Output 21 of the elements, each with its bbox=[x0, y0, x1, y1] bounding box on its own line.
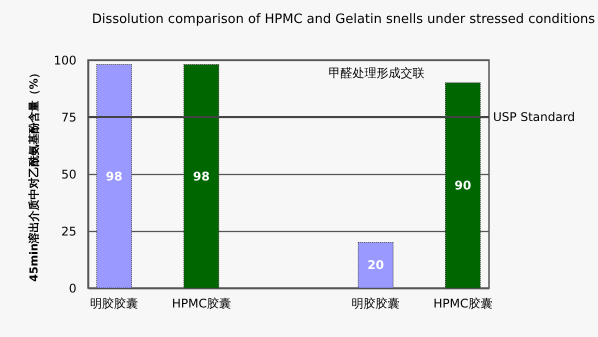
bar bbox=[183, 64, 220, 288]
data-label: 98 bbox=[192, 169, 210, 184]
y-tick-label: 0 bbox=[68, 282, 76, 296]
data-label: 90 bbox=[454, 178, 472, 192]
bar bbox=[96, 64, 132, 288]
y-tick-label: 50 bbox=[61, 168, 76, 182]
ref-line-label: USP Standard bbox=[493, 110, 576, 124]
bar bbox=[445, 82, 481, 288]
y-tick-label: 25 bbox=[61, 224, 76, 238]
bar bbox=[358, 242, 394, 288]
y-tick-label: 75 bbox=[61, 110, 76, 124]
x-tick-label: HPMC胶囊 bbox=[433, 296, 492, 310]
chart-title: Dissolution comparison of HPMC and Gelatin snells under stressed conditions bbox=[92, 12, 596, 27]
y-axis-title: 45min溶出介质中对乙酰氨基酚含量（%） bbox=[28, 67, 41, 282]
x-tick-label: 明胶胶囊 bbox=[352, 296, 400, 310]
data-label: 20 bbox=[367, 258, 384, 272]
data-label: 98 bbox=[106, 169, 123, 184]
x-tick-label: HPMC胶囊 bbox=[172, 296, 231, 310]
annotation: 甲醛处理形成交联 bbox=[328, 66, 425, 80]
x-tick-label: 明胶胶囊 bbox=[90, 296, 138, 310]
y-tick-label: 100 bbox=[54, 54, 76, 68]
